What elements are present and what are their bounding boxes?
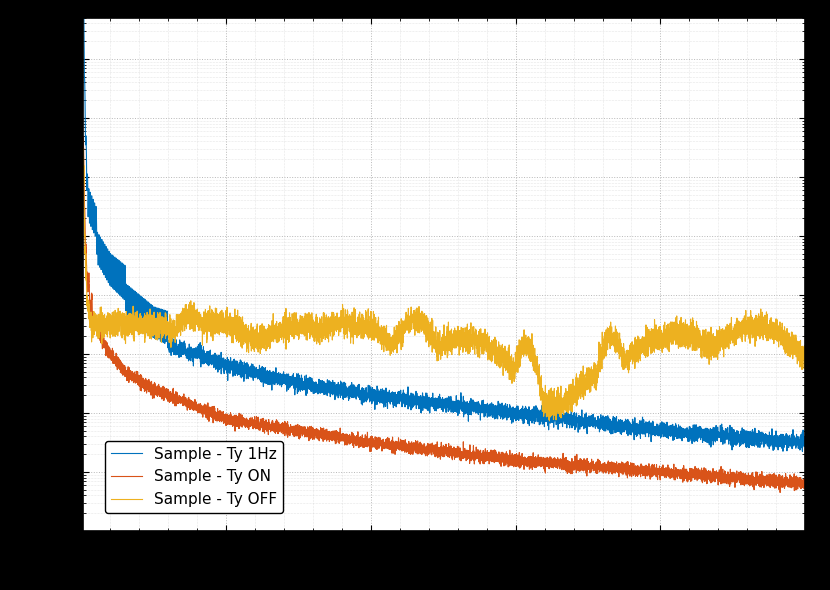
Sample - Ty 1Hz: [537, 412, 547, 419]
Line: Sample - Ty ON: Sample - Ty ON: [83, 136, 805, 493]
Sample - Ty ON: [78, 136, 88, 143]
Sample - Ty OFF: [652, 337, 662, 344]
Sample - Ty ON: [775, 489, 785, 496]
Sample - Ty ON: [800, 482, 810, 489]
Sample - Ty OFF: [537, 386, 547, 393]
Sample - Ty OFF: [115, 317, 124, 324]
Sample - Ty ON: [537, 458, 547, 466]
Sample - Ty ON: [115, 365, 124, 372]
Sample - Ty ON: [613, 469, 623, 476]
Line: Sample - Ty OFF: Sample - Ty OFF: [83, 149, 805, 421]
Sample - Ty OFF: [78, 145, 88, 152]
Sample - Ty 1Hz: [652, 424, 662, 431]
Sample - Ty ON: [78, 133, 88, 140]
Sample - Ty OFF: [78, 149, 88, 156]
Sample - Ty 1Hz: [613, 427, 623, 434]
Sample - Ty OFF: [800, 356, 810, 363]
Sample - Ty 1Hz: [115, 258, 124, 265]
Sample - Ty 1Hz: [339, 389, 349, 396]
Legend: Sample - Ty 1Hz, Sample - Ty ON, Sample - Ty OFF: Sample - Ty 1Hz, Sample - Ty ON, Sample …: [105, 441, 283, 513]
Sample - Ty OFF: [544, 417, 554, 424]
Sample - Ty OFF: [505, 358, 515, 365]
Sample - Ty OFF: [339, 330, 349, 337]
Sample - Ty 1Hz: [798, 448, 808, 455]
Sample - Ty 1Hz: [505, 405, 515, 412]
Line: Sample - Ty 1Hz: Sample - Ty 1Hz: [83, 0, 805, 451]
Sample - Ty ON: [339, 433, 349, 440]
Sample - Ty 1Hz: [800, 437, 810, 444]
Sample - Ty ON: [505, 455, 515, 463]
Sample - Ty ON: [652, 470, 662, 477]
Sample - Ty OFF: [613, 337, 623, 345]
